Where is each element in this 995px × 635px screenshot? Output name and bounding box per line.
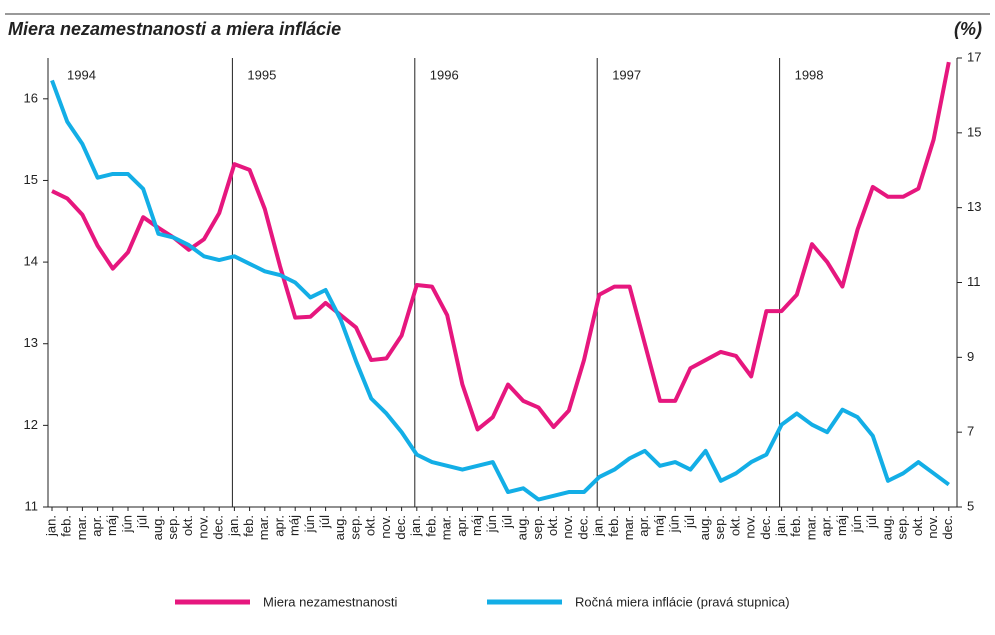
x-tick-label: nov. — [560, 515, 575, 539]
x-tick-label: jún — [484, 515, 499, 533]
year-label: 1996 — [430, 67, 459, 82]
x-tick-label: júl — [135, 515, 150, 529]
x-tick-label: okt. — [180, 515, 195, 536]
x-tick-label: okt. — [363, 515, 378, 536]
x-tick-label: dec. — [940, 515, 955, 540]
x-tick-label: feb. — [788, 515, 803, 537]
x-tick-label: jún — [667, 515, 682, 533]
y2-tick-label: 5 — [967, 498, 974, 513]
x-tick-label: jan. — [773, 515, 788, 537]
x-tick-label: aug. — [150, 515, 165, 540]
series-line — [50, 79, 950, 502]
y2-tick-label: 7 — [967, 424, 974, 439]
x-tick-label: feb. — [241, 515, 256, 537]
x-tick-label: máj — [104, 515, 119, 536]
x-tick-label: mar. — [621, 515, 636, 540]
x-tick-label: júl — [499, 515, 514, 529]
series-line — [51, 61, 951, 432]
x-tick-label: nov. — [925, 515, 940, 539]
y-tick-label: 11 — [25, 498, 39, 513]
x-tick-label: apr. — [271, 515, 286, 537]
x-tick-label: nov. — [195, 515, 210, 539]
x-tick-label: sep. — [530, 515, 545, 540]
x-tick-label: dec. — [393, 515, 408, 540]
x-tick-label: feb. — [423, 515, 438, 537]
x-tick-label: apr. — [454, 515, 469, 537]
x-tick-label: dec. — [211, 515, 226, 540]
y-tick-label: 16 — [24, 90, 38, 105]
x-tick-label: júl — [864, 515, 879, 529]
x-tick-label: sep. — [895, 515, 910, 540]
x-tick-label: aug. — [879, 515, 894, 540]
y2-tick-label: 17 — [967, 49, 981, 64]
x-tick-label: mar. — [256, 515, 271, 540]
x-tick-label: feb. — [606, 515, 621, 537]
unit-label: (%) — [954, 19, 982, 39]
x-tick-label: máj — [651, 515, 666, 536]
x-tick-label: aug. — [697, 515, 712, 540]
x-tick-label: dec. — [575, 515, 590, 540]
year-label: 1997 — [612, 67, 641, 82]
y2-tick-label: 13 — [967, 199, 981, 214]
x-tick-label: feb. — [59, 515, 74, 537]
x-tick-label: jún — [849, 515, 864, 533]
y-tick-label: 14 — [24, 254, 38, 269]
x-tick-label: máj — [834, 515, 849, 536]
x-tick-label: sep. — [165, 515, 180, 540]
year-label: 1995 — [247, 67, 276, 82]
x-tick-label: apr. — [819, 515, 834, 537]
x-tick-label: mar. — [439, 515, 454, 540]
x-tick-label: sep. — [347, 515, 362, 540]
x-tick-label: júl — [682, 515, 697, 529]
x-tick-label: jan. — [408, 515, 423, 537]
x-tick-label: jan. — [226, 515, 241, 537]
x-tick-label: aug. — [332, 515, 347, 540]
y2-tick-label: 15 — [967, 124, 981, 139]
x-tick-label: jún — [119, 515, 134, 533]
x-tick-label: jún — [302, 515, 317, 533]
x-tick-label: nov. — [378, 515, 393, 539]
legend-label: Miera nezamestnanosti — [263, 594, 398, 609]
year-label: 1994 — [67, 67, 96, 82]
x-tick-label: jan. — [591, 515, 606, 537]
y2-tick-label: 11 — [967, 274, 981, 289]
x-tick-label: apr. — [89, 515, 104, 537]
y-tick-label: 12 — [24, 417, 38, 432]
x-tick-label: júl — [317, 515, 332, 529]
x-tick-label: apr. — [636, 515, 651, 537]
x-tick-label: okt. — [545, 515, 560, 536]
y-tick-label: 15 — [24, 172, 38, 187]
x-tick-label: sep. — [712, 515, 727, 540]
chart-title: Miera nezamestnanosti a miera inflácie — [8, 19, 341, 39]
x-tick-label: mar. — [803, 515, 818, 540]
x-tick-label: mar. — [74, 515, 89, 540]
x-tick-label: okt. — [727, 515, 742, 536]
x-tick-label: máj — [287, 515, 302, 536]
x-tick-label: nov. — [743, 515, 758, 539]
x-tick-label: okt. — [910, 515, 925, 536]
y-tick-label: 13 — [24, 335, 38, 350]
legend-label: Ročná miera inflácie (pravá stupnica) — [575, 594, 790, 609]
x-tick-label: jan. — [43, 515, 58, 537]
x-tick-label: dec. — [758, 515, 773, 540]
x-tick-label: máj — [469, 515, 484, 536]
x-tick-label: aug. — [515, 515, 530, 540]
y2-tick-label: 9 — [967, 349, 974, 364]
year-label: 1998 — [795, 67, 824, 82]
